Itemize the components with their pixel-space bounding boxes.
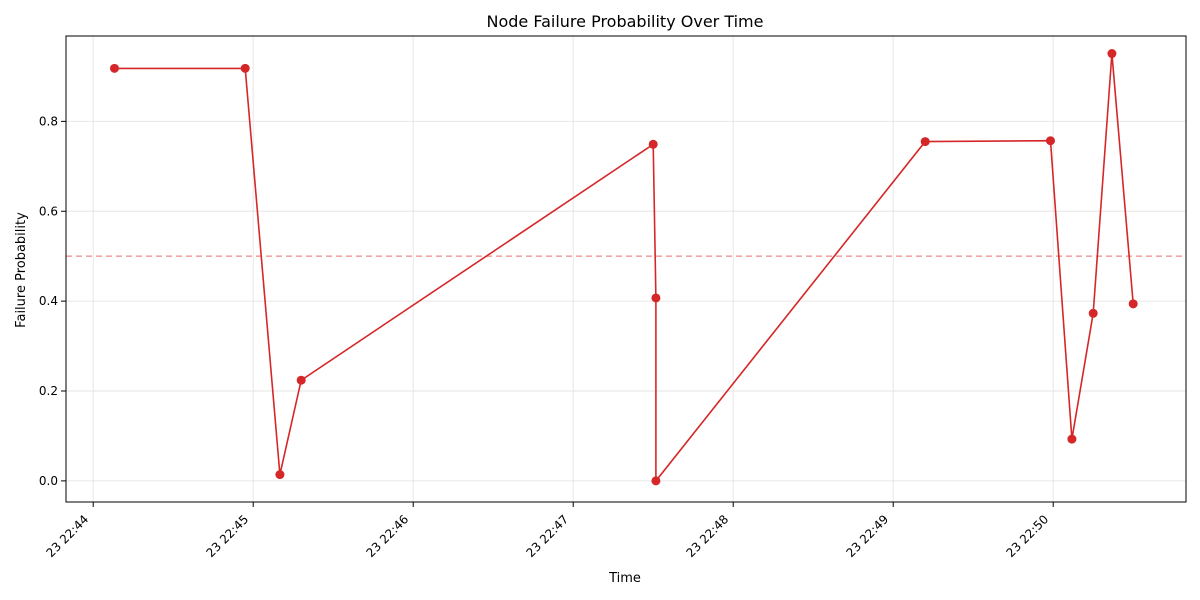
data-point bbox=[1045, 136, 1055, 146]
plot-frame bbox=[65, 35, 1187, 503]
data-point bbox=[240, 63, 250, 73]
data-point bbox=[1107, 49, 1117, 59]
data-point bbox=[651, 293, 661, 303]
data-point bbox=[1067, 434, 1077, 444]
y-axis-title: Failure Probability bbox=[14, 212, 29, 328]
y-tick-label: 0.8 bbox=[39, 114, 58, 128]
chart-title: Node Failure Probability Over Time bbox=[487, 12, 764, 31]
data-point bbox=[1088, 308, 1098, 318]
y-axis-ticks: 0.0 0.2 0.4 0.6 0.8 bbox=[39, 114, 66, 488]
data-point bbox=[1128, 299, 1138, 309]
data-point bbox=[920, 137, 930, 147]
data-point bbox=[275, 470, 285, 480]
grid-lines bbox=[66, 36, 1186, 502]
y-tick-label: 0.4 bbox=[39, 294, 58, 308]
data-point bbox=[651, 476, 661, 486]
y-tick-label: 0.0 bbox=[39, 474, 58, 488]
data-point bbox=[296, 375, 306, 385]
data-point bbox=[648, 139, 658, 149]
y-tick-label: 0.6 bbox=[39, 204, 58, 218]
y-tick-label: 0.2 bbox=[39, 384, 58, 398]
data-point bbox=[109, 63, 119, 73]
x-axis-title: Time bbox=[608, 571, 641, 586]
series-group bbox=[109, 49, 1138, 486]
